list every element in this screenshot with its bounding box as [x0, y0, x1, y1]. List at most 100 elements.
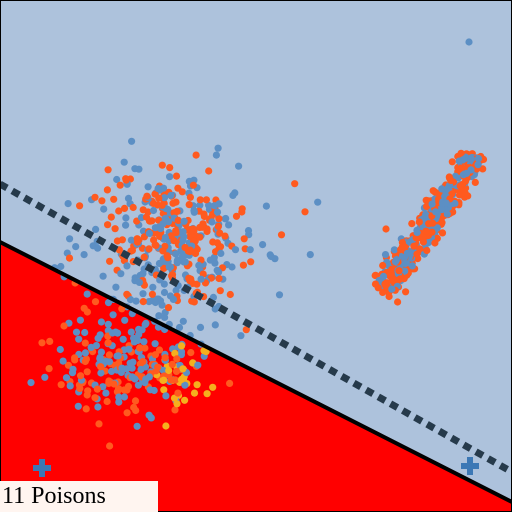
data-point-series-0 — [103, 186, 111, 194]
data-point-series-0 — [71, 354, 79, 362]
data-point-series-0 — [95, 420, 103, 428]
data-point-series-1 — [180, 217, 188, 225]
data-point-series-1 — [131, 375, 139, 383]
data-point-series-1 — [166, 173, 174, 181]
data-point-series-0 — [84, 387, 92, 395]
data-point-series-0 — [143, 192, 151, 200]
data-point-series-1 — [107, 367, 116, 375]
data-point-series-0 — [161, 354, 169, 362]
data-point-series-1 — [75, 335, 83, 343]
data-point-series-0 — [416, 245, 424, 253]
data-point-series-0 — [120, 204, 129, 212]
data-point-series-1 — [246, 246, 254, 254]
data-point-series-1 — [160, 288, 169, 297]
data-point-series-0 — [187, 349, 195, 357]
data-point-series-1 — [413, 228, 421, 237]
data-point-series-0 — [464, 192, 472, 200]
data-point-series-1 — [167, 191, 175, 200]
data-point-series-0 — [140, 253, 148, 261]
data-point-series-1 — [122, 214, 130, 222]
data-point-series-0 — [139, 298, 147, 306]
data-point-series-0 — [394, 298, 402, 306]
data-point-series-0 — [448, 158, 456, 166]
data-point-series-0 — [151, 351, 159, 359]
data-point-series-1 — [57, 262, 65, 271]
data-point-series-2 — [177, 375, 186, 384]
data-point-series-1 — [237, 332, 245, 340]
data-point-series-0 — [91, 298, 100, 306]
data-point-series-0 — [60, 322, 68, 330]
data-point-series-1 — [62, 374, 71, 382]
data-point-series-1 — [181, 258, 189, 266]
data-point-series-1 — [135, 325, 143, 333]
data-point-series-0 — [379, 261, 387, 270]
data-point-series-0 — [396, 275, 404, 283]
data-point-series-0 — [45, 365, 53, 373]
data-point-series-1 — [123, 262, 131, 270]
data-point-series-2 — [193, 381, 201, 389]
data-point-series-0 — [82, 405, 90, 413]
data-point-series-1 — [102, 389, 110, 397]
data-point-series-0 — [301, 208, 309, 216]
data-point-series-1 — [403, 249, 411, 257]
data-point-series-0 — [291, 180, 299, 188]
poison-count-caption: 11 Poisons — [0, 481, 158, 512]
data-point-series-0 — [145, 245, 153, 253]
data-point-series-1 — [381, 251, 390, 259]
data-point-series-1 — [134, 381, 142, 389]
data-point-series-0 — [240, 235, 248, 243]
data-point-series-0 — [379, 288, 387, 296]
data-point-series-1 — [160, 280, 168, 288]
data-point-series-0 — [238, 205, 246, 213]
data-point-series-1 — [87, 343, 95, 351]
data-point-series-0 — [226, 290, 234, 299]
data-point-series-1 — [190, 207, 198, 215]
data-point-series-0 — [65, 254, 74, 262]
data-point-series-0 — [239, 261, 247, 269]
data-point-series-1 — [211, 321, 219, 329]
data-point-series-1 — [151, 298, 160, 307]
data-point-series-1 — [162, 392, 170, 400]
data-point-series-1 — [149, 283, 157, 291]
data-point-series-0 — [110, 195, 118, 203]
data-point-series-1 — [100, 205, 108, 213]
data-point-series-0 — [129, 203, 137, 212]
data-point-series-1 — [428, 200, 436, 208]
data-point-series-1 — [181, 381, 189, 389]
data-point-series-0 — [57, 381, 65, 389]
data-point-series-2 — [160, 376, 168, 384]
data-point-series-0 — [402, 288, 410, 296]
data-point-series-1 — [120, 158, 128, 166]
data-point-series-1 — [259, 241, 267, 249]
data-point-series-0 — [83, 368, 91, 376]
data-point-series-0 — [189, 181, 197, 189]
data-point-series-0 — [172, 227, 180, 235]
data-point-series-1 — [314, 198, 322, 206]
data-point-series-1 — [144, 183, 152, 191]
data-point-series-1 — [196, 201, 204, 209]
data-point-series-1 — [135, 278, 143, 286]
data-point-series-1 — [115, 398, 123, 406]
data-point-series-1 — [205, 201, 213, 209]
poison-plus-marker — [33, 459, 51, 477]
data-point-series-2 — [173, 400, 181, 408]
data-point-series-1 — [433, 224, 441, 232]
data-point-series-0 — [111, 225, 119, 233]
data-point-series-1 — [140, 338, 148, 346]
data-point-series-0 — [131, 397, 140, 405]
data-point-series-0 — [172, 367, 181, 375]
data-point-series-0 — [110, 380, 118, 388]
data-point-series-0 — [168, 271, 177, 279]
data-point-series-0 — [167, 376, 175, 384]
data-point-series-1 — [105, 358, 113, 366]
data-point-series-0 — [186, 193, 194, 201]
data-point-series-1 — [133, 422, 141, 430]
data-point-series-1 — [132, 297, 140, 305]
data-point-series-1 — [134, 336, 142, 345]
data-point-series-0 — [46, 337, 54, 345]
data-point-series-1 — [444, 184, 452, 193]
data-point-series-0 — [116, 181, 124, 189]
data-point-series-0 — [410, 242, 418, 250]
